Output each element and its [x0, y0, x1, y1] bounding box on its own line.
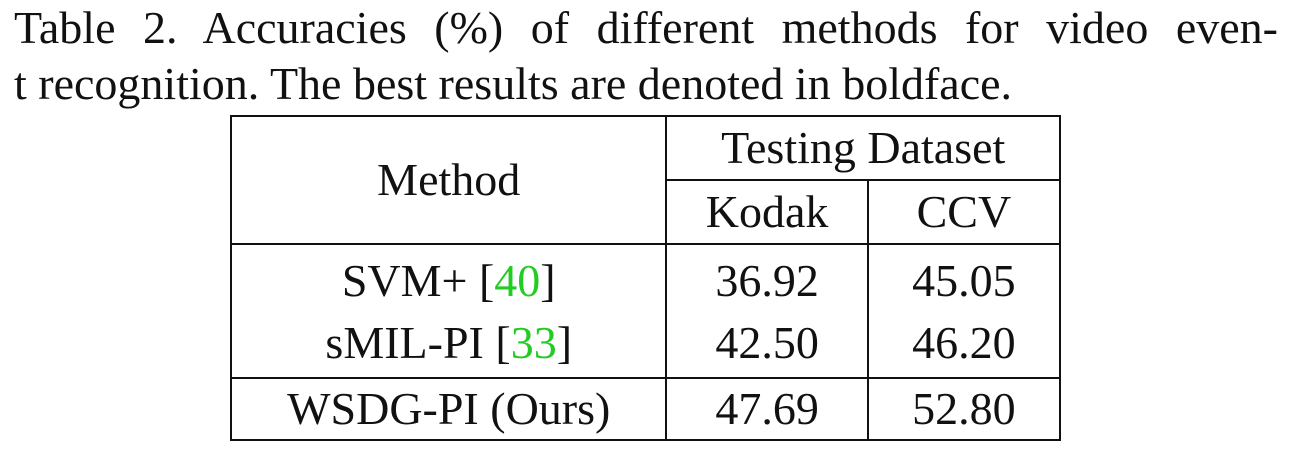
method-header: Method — [229, 115, 668, 245]
testing-dataset-header: Testing Dataset — [666, 115, 1061, 181]
method-name-end: ] — [556, 317, 573, 368]
method-cell: sMIL-PI [33] — [229, 313, 668, 379]
ccv-value: 46.20 — [867, 313, 1062, 379]
table-row: sMIL-PI [33] 42.50 46.20 — [229, 313, 1062, 379]
table-row: WSDG-PI (Ours) 47.69 52.80 — [229, 378, 1062, 441]
kodak-value: 36.92 — [666, 244, 869, 313]
table-row: SVM+ [40] 36.92 45.05 — [229, 244, 1062, 313]
method-name: WSDG-PI (Ours) — [287, 383, 611, 434]
caption-line-2: t recognition. The best results are deno… — [14, 58, 1013, 109]
method-name: SVM+ [ — [341, 255, 495, 306]
ccv-value: 45.05 — [867, 244, 1062, 313]
method-name: sMIL-PI [ — [325, 317, 511, 368]
citation-link[interactable]: 40 — [494, 255, 541, 306]
method-name-end: ] — [540, 255, 556, 306]
kodak-value-best: 47.69 — [666, 378, 869, 441]
column-header-kodak: Kodak — [666, 180, 869, 245]
kodak-value: 42.50 — [666, 313, 869, 379]
table-caption: Table 2. Accuracies (%) of different met… — [14, 0, 1278, 112]
results-table-container: Method Testing Dataset Kodak CCV SVM+ [4… — [229, 115, 1062, 441]
method-cell: WSDG-PI (Ours) — [229, 378, 668, 441]
ccv-value-best: 52.80 — [867, 378, 1062, 441]
results-table: Method Testing Dataset Kodak CCV SVM+ [4… — [229, 115, 1062, 441]
citation-link[interactable]: 33 — [510, 317, 557, 368]
column-header-ccv: CCV — [867, 180, 1062, 245]
caption-line-1: Table 2. Accuracies (%) of different met… — [14, 2, 1278, 53]
method-cell: SVM+ [40] — [229, 244, 668, 313]
